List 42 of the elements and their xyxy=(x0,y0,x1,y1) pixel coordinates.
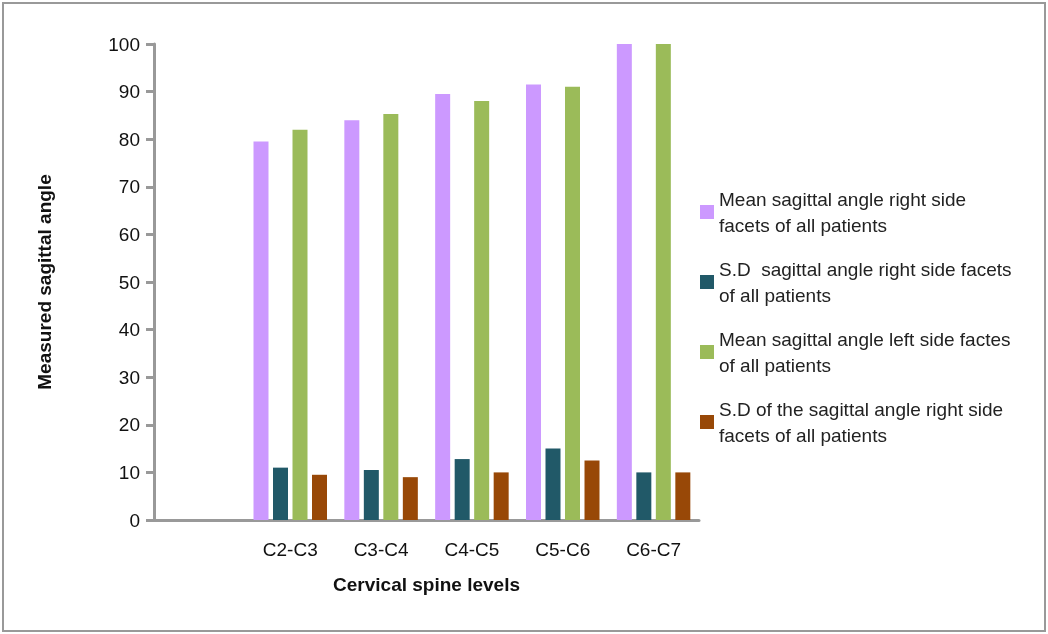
bar xyxy=(454,459,470,520)
legend-label: S.D of the sagittal angle right side facets of all patients xyxy=(719,398,1009,446)
bar xyxy=(493,472,509,520)
y-tick-label: 30 xyxy=(118,366,140,388)
bar xyxy=(474,101,490,520)
bar xyxy=(584,460,600,520)
bar xyxy=(636,472,652,520)
y-tick-label: 100 xyxy=(108,33,140,55)
bar xyxy=(545,448,561,520)
bar xyxy=(526,84,541,520)
y-axis-title: Measured sagittal angle xyxy=(34,174,55,390)
x-tick-label: C6-C7 xyxy=(626,539,682,560)
x-axis-title: Cervical spine levels xyxy=(333,574,520,595)
y-tick-label: 50 xyxy=(118,271,140,293)
bar xyxy=(655,44,671,520)
legend-label: Mean sagittal angle right side facets of all patients xyxy=(719,188,972,236)
bar xyxy=(273,467,288,520)
y-tick-label: 40 xyxy=(118,319,140,341)
y-tick-label: 0 xyxy=(129,509,140,531)
y-tick-label: 80 xyxy=(118,128,140,150)
y-tick-label: 90 xyxy=(118,81,140,103)
bar xyxy=(565,86,580,520)
bar xyxy=(312,474,327,520)
bar xyxy=(292,129,308,520)
bar xyxy=(675,472,691,520)
legend-label: S.D sagittal angle right side facets of all patients xyxy=(719,258,1017,306)
x-tick-label: C5-C6 xyxy=(535,539,591,560)
x-tick-label: C3-C4 xyxy=(353,539,409,560)
bar xyxy=(616,44,632,520)
y-tick-label: 60 xyxy=(118,223,140,245)
legend-label: Mean sagittal angle left side factes of all patients xyxy=(719,328,1016,376)
bar xyxy=(435,93,451,520)
bar xyxy=(402,477,418,520)
bar xyxy=(253,141,269,520)
bar xyxy=(383,113,399,520)
bar xyxy=(363,470,379,520)
x-tick-label: C2-C3 xyxy=(262,539,318,560)
y-tick-label: 10 xyxy=(118,461,140,483)
bar xyxy=(344,120,360,520)
y-tick-label: 20 xyxy=(118,414,140,436)
x-tick-label: C4-C5 xyxy=(444,539,500,560)
y-tick-label: 70 xyxy=(118,176,140,198)
